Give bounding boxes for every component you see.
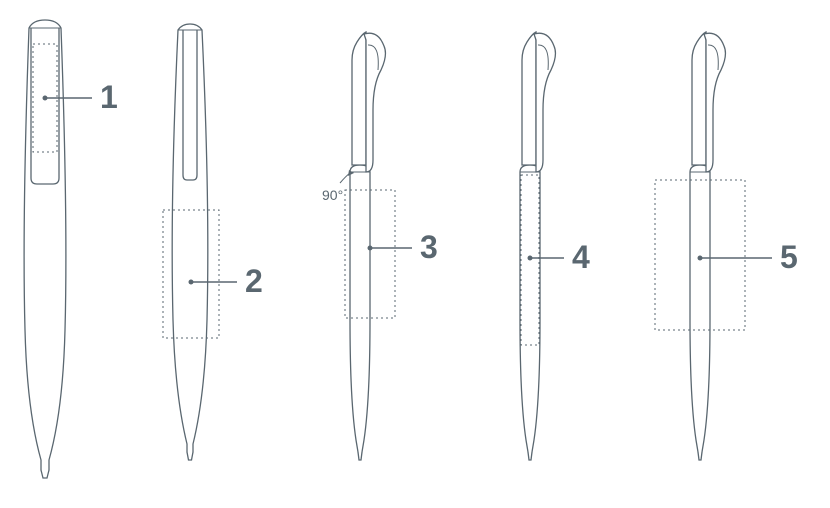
label-3: 3 (368, 229, 438, 265)
label-1-text: 1 (100, 79, 118, 115)
pen-4 (520, 32, 555, 460)
pen-2 (163, 24, 219, 460)
label-3-text: 3 (420, 229, 438, 265)
angle-90-label: 90° (322, 187, 343, 203)
angle-90-annotation: 90° (322, 170, 354, 203)
label-5: 5 (698, 239, 798, 275)
label-2-text: 2 (245, 263, 263, 299)
label-4-text: 4 (572, 239, 590, 275)
pen-3: 90° (322, 32, 395, 460)
label-5-text: 5 (780, 239, 798, 275)
pen-1 (24, 20, 66, 478)
pen-5 (655, 32, 745, 460)
